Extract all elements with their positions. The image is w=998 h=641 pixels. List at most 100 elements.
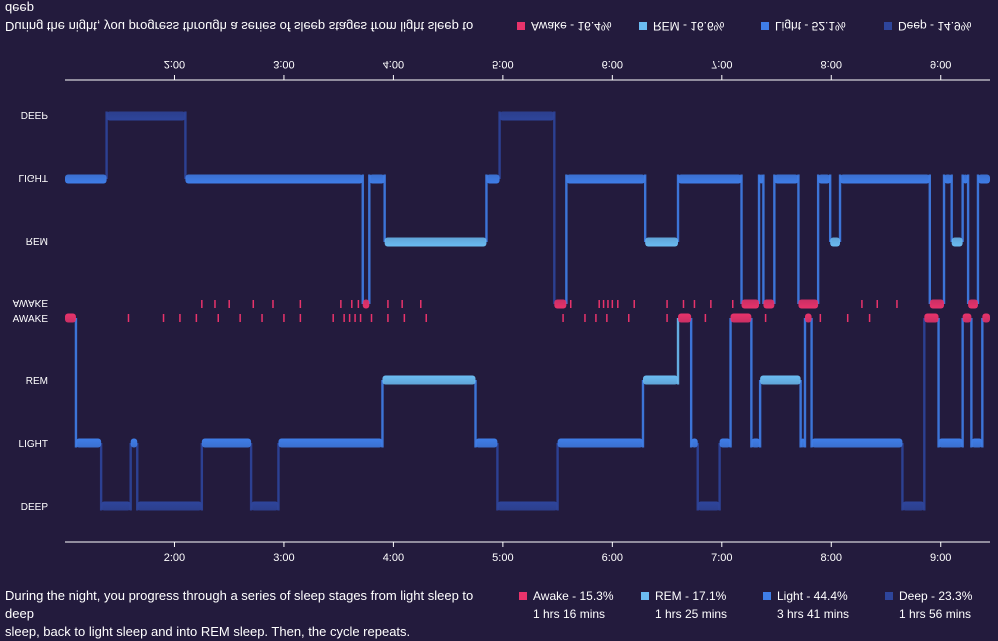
top-ylabel-rem: REM: [26, 235, 48, 246]
bottom-segment-deep-6: [251, 501, 279, 511]
bottom-segment-light-18: [751, 438, 761, 448]
top-ylabel-deep: DEEP: [21, 109, 49, 120]
top-legend-rem: REM - 16.6%: [639, 17, 724, 35]
top-awake-tick-26: [896, 300, 898, 308]
top-awake-tick-16: [611, 300, 614, 308]
bottom-awake-tick-13: [359, 314, 362, 322]
top-transition-11: [740, 174, 743, 304]
bottom-awake-tick-9: [332, 314, 334, 322]
top-segment-awake-24: [968, 299, 978, 309]
bottom-transition-17: [750, 318, 753, 448]
top-x-tick-label-4: 6:00: [602, 58, 623, 70]
bottom-segment-light-27: [971, 438, 983, 448]
top-transition-2: [361, 174, 364, 304]
top-legend-light: Light - 52.1%: [761, 17, 846, 35]
bottom-awake-tick-2: [179, 314, 181, 322]
bottom-caption: During the night, you progress through a…: [5, 587, 485, 641]
top-transition-12: [757, 174, 761, 304]
top-sleep-chart: DEEP LIGHT REM AWAKE 2:00 3:00 4:00 5:00 6:00 7:0…: [13, 58, 990, 309]
top-awake-tick-25: [876, 300, 878, 308]
top-caption: During the night, you progress through a…: [5, 0, 485, 35]
top-segment-light-25: [977, 174, 990, 184]
bottom-transition-18: [758, 380, 762, 448]
bottom-transition-27: [981, 318, 984, 448]
top-x-tick-label-0: 2:00: [164, 58, 185, 70]
bottom-segment-awake-21: [805, 313, 812, 323]
top-x-tick-label-3: 5:00: [492, 58, 513, 70]
rem-swatch: [641, 592, 649, 600]
bottom-awake-tick-1: [162, 314, 165, 322]
top-transition-3: [368, 174, 371, 304]
bottom-awake-tick-10: [343, 314, 345, 322]
top-segment-awake-14: [763, 299, 775, 309]
top-awake-tick-9: [387, 300, 389, 308]
legend-light-duration: 3 hrs 41 mins: [777, 607, 850, 621]
bottom-transition-8: [474, 380, 477, 448]
top-segment-light-4: [369, 174, 385, 184]
bottom-segment-rem-12: [642, 375, 679, 385]
top-awake-tick-11: [420, 300, 422, 308]
bottom-awake-tick-24: [704, 314, 707, 322]
bottom-awake-tick-22: [628, 314, 630, 322]
top-segment-awake-12: [741, 299, 760, 309]
bottom-x-tick-label-1: 3:00: [273, 552, 294, 564]
top-transition-23: [966, 174, 970, 304]
bottom-caption-line1: During the night, you progress through a…: [5, 588, 474, 621]
bottom-segment-light-7: [278, 438, 383, 448]
top-segment-awake-16: [798, 299, 819, 309]
bottom-x-tick-label-0: 2:00: [164, 552, 185, 564]
bottom-transition-16: [729, 318, 732, 448]
top-awake-tick-3: [252, 300, 255, 308]
bottom-transition-23: [923, 318, 926, 511]
bottom-ylabel-awake: AWAKE: [13, 314, 49, 325]
bottom-awake-tick-7: [283, 314, 285, 322]
top-segment-rem-22: [951, 237, 963, 247]
bottom-segment-deep-15: [697, 501, 720, 511]
bottom-awake-tick-11: [348, 314, 351, 322]
awake-swatch: [517, 22, 525, 30]
top-segment-light-9: [566, 174, 646, 184]
bottom-transition-21: [810, 318, 813, 448]
deep-swatch: [885, 592, 893, 600]
bottom-transition-26: [970, 318, 973, 448]
legend-deep-label: Deep - 23.3%: [899, 589, 973, 603]
top-segment-rem-10: [645, 237, 679, 247]
top-awake-tick-12: [569, 300, 572, 308]
bottom-segment-awake-28: [982, 313, 990, 323]
top-segment-light-6: [486, 174, 500, 184]
top-transition-4: [383, 174, 386, 242]
bottom-segment-light-5: [201, 438, 252, 448]
top-awake-tick-7: [351, 300, 353, 308]
top-awake-tick-5: [299, 300, 302, 308]
top-segment-awake-8: [554, 299, 567, 309]
bottom-transition-0: [74, 318, 78, 448]
bottom-transition-7: [381, 380, 384, 448]
top-transition-13: [762, 174, 765, 304]
bottom-sleep-chart: AWAKE REM LIGHT DEEP 2:00 3:00 4:00 5:00 6:00 7:0…: [13, 313, 990, 564]
bottom-segment-awake-13: [678, 313, 692, 323]
bottom-x-tick-label-5: 7:00: [711, 552, 732, 564]
top-transition-24: [976, 174, 980, 304]
bottom-awake-tick-0: [127, 314, 130, 322]
top-segment-light-23: [962, 174, 969, 184]
top-segment-rem-5: [384, 237, 487, 247]
top-x-tick-label-2: 4:00: [383, 58, 404, 70]
bottom-segment-light-14: [691, 438, 698, 448]
top-x-tick-label-1: 3:00: [273, 58, 294, 70]
bottom-transition-22: [901, 443, 904, 511]
bottom-segment-light-11: [557, 438, 643, 448]
top-segment-deep-1: [106, 111, 186, 121]
awake-swatch: [519, 592, 527, 600]
bottom-legend-rem: REM - 17.1% 1 hrs 25 mins: [641, 587, 727, 623]
bottom-chart-panel: AWAKE REM LIGHT DEEP 2:00 3:00 4:00 5:00 6:00 7:0…: [0, 310, 998, 639]
bottom-awake-tick-27: [846, 314, 849, 322]
bottom-segment-awake-17: [730, 313, 752, 323]
bottom-segment-deep-10: [497, 501, 558, 511]
top-awake-tick-2: [228, 300, 230, 308]
bottom-transition-13: [689, 318, 693, 448]
bottom-x-tick-label-7: 9:00: [930, 552, 951, 564]
bottom-legend-awake: Awake - 15.3% 1 hrs 16 mins: [519, 587, 614, 623]
bottom-awake-tick-5: [239, 314, 241, 322]
top-awake-tick-24: [861, 300, 863, 308]
bottom-awake-tick-26: [819, 314, 822, 322]
